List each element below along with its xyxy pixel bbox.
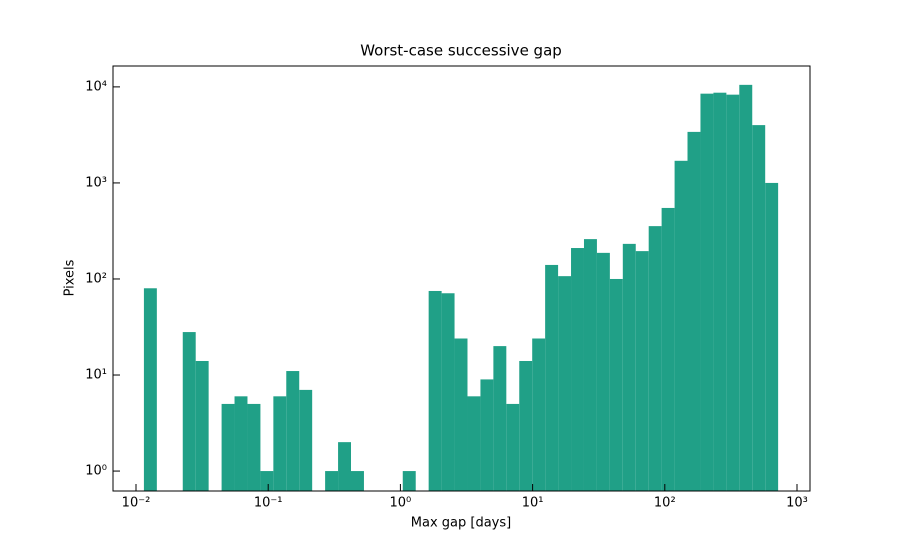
bar xyxy=(234,396,248,491)
bar xyxy=(402,471,416,491)
y-axis-label: Pixels xyxy=(63,259,78,296)
x-tick-label: 10¹ xyxy=(522,496,544,511)
bar xyxy=(765,182,779,492)
bar xyxy=(713,92,727,491)
bar xyxy=(182,332,196,491)
bar xyxy=(273,396,287,491)
bar xyxy=(648,226,662,492)
x-tick-label: 10³ xyxy=(786,496,808,511)
bar xyxy=(338,442,351,491)
bar xyxy=(286,371,300,491)
x-tick-label: 10⁻¹ xyxy=(254,496,283,511)
bar xyxy=(441,293,455,491)
x-tick-label: 10⁰ xyxy=(390,496,412,511)
plot-area xyxy=(143,84,779,492)
bar xyxy=(247,403,261,491)
bar xyxy=(583,239,597,491)
bar xyxy=(674,160,688,491)
bar xyxy=(609,278,623,491)
bar xyxy=(687,131,701,491)
bar xyxy=(480,379,494,491)
bar xyxy=(325,471,339,491)
bar xyxy=(739,84,753,491)
bar xyxy=(596,252,610,491)
bar xyxy=(260,471,274,491)
chart-title: Worst-case successive gap xyxy=(360,42,562,60)
bar xyxy=(622,243,636,491)
bar xyxy=(752,125,766,491)
bar xyxy=(493,346,507,491)
bar xyxy=(545,264,559,491)
bar xyxy=(571,248,584,491)
bar xyxy=(558,276,572,491)
bar xyxy=(700,93,714,491)
y-tick-label: 10⁴ xyxy=(85,79,107,94)
bar xyxy=(467,396,481,491)
y-tick-label: 10⁰ xyxy=(85,464,107,479)
x-tick-label: 10² xyxy=(654,496,676,511)
x-tick-label: 10⁻² xyxy=(122,496,151,511)
bar xyxy=(221,403,235,491)
bar xyxy=(428,290,442,491)
bar xyxy=(532,338,546,491)
y-tick-label: 10³ xyxy=(85,175,107,190)
bar xyxy=(143,288,157,491)
bar xyxy=(506,403,520,491)
bar xyxy=(195,360,209,491)
bar xyxy=(635,251,649,491)
y-tick-label: 10¹ xyxy=(85,368,107,383)
bar xyxy=(454,338,468,491)
bar xyxy=(726,94,740,491)
bar xyxy=(519,360,533,491)
bar xyxy=(350,471,364,491)
bar xyxy=(299,389,313,491)
bar xyxy=(661,207,675,491)
y-tick-label: 10² xyxy=(85,271,107,286)
x-axis-label: Max gap [days] xyxy=(411,516,511,531)
